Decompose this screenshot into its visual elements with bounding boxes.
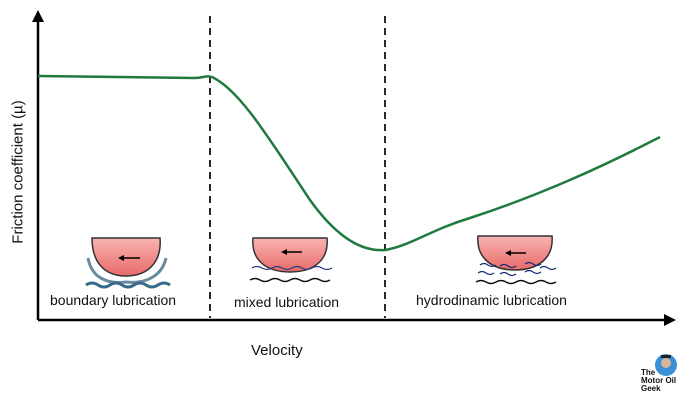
- regime-label-mixed: mixed lubrication: [234, 294, 340, 310]
- logo-avatar: [655, 354, 677, 376]
- logo-line-3: Geek: [641, 384, 661, 393]
- friction-curve: [37, 74, 661, 252]
- boundary-lubrication-illustration: [85, 237, 171, 289]
- x-axis-label: Velocity: [251, 342, 303, 359]
- mixed-lubrication-illustration: [249, 237, 333, 283]
- hydrodynamic-lubrication-illustration: [475, 235, 557, 285]
- logo-line-1: The: [641, 368, 656, 377]
- y-axis-arrow-icon: [32, 10, 44, 22]
- x-axis-arrow-icon: [664, 314, 676, 326]
- logo-text: The Motor Oil Geek: [641, 369, 676, 393]
- y-axis-label: Friction coefficient (µ): [9, 100, 27, 244]
- regime-label-boundary: boundary lubrication: [50, 292, 177, 308]
- regime-label-hydrodynamic: hydrodinamic lubrication: [416, 292, 567, 308]
- logo-line-2: Motor Oil: [641, 376, 677, 385]
